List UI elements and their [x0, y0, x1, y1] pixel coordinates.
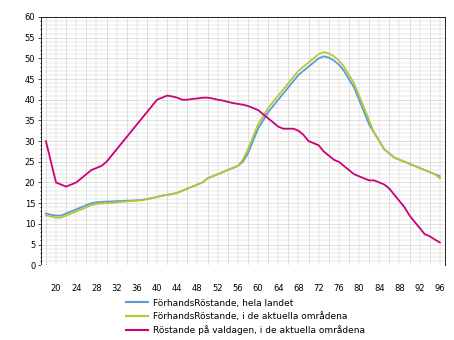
Legend: FörhandsRöstande, hela landet, FörhandsRöstande, i de aktuella områdena, Röstand: FörhandsRöstande, hela landet, FörhandsR…: [126, 299, 365, 336]
